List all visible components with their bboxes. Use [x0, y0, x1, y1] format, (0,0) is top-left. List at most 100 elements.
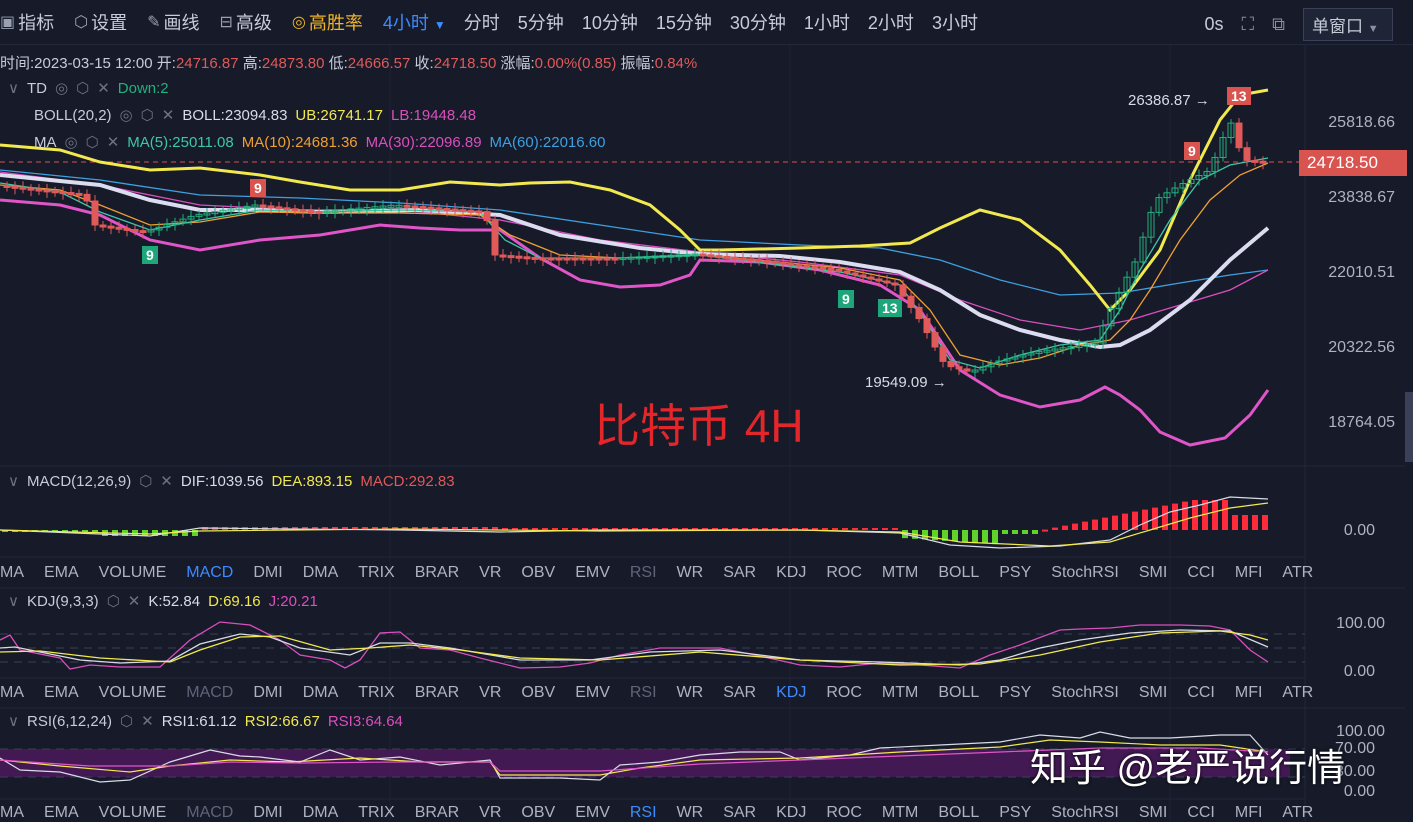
indicator-tab-roc[interactable]: ROC: [826, 804, 862, 821]
indicator-tab-vr[interactable]: VR: [479, 684, 502, 701]
indicator-tab-smi[interactable]: SMI: [1138, 564, 1168, 581]
indicator-tab-volume[interactable]: VOLUME: [98, 684, 167, 701]
indicator-tab-obv[interactable]: OBV: [521, 804, 556, 821]
indicator-tab-emv[interactable]: EMV: [575, 564, 610, 581]
settings-button[interactable]: ⬡ 设置: [74, 9, 127, 35]
indicator-tab-psy[interactable]: PSY: [999, 684, 1032, 701]
indicator-tab-brar[interactable]: BRAR: [414, 564, 460, 581]
indicator-tab-stochrsi[interactable]: StochRSI: [1051, 684, 1119, 701]
indicator-tab-rsi[interactable]: RSI: [629, 564, 657, 581]
indicator-tab-brar[interactable]: BRAR: [414, 804, 460, 821]
indicator-tab-ema[interactable]: EMA: [44, 564, 79, 581]
indicator-tab-boll[interactable]: BOLL: [938, 684, 980, 701]
indicator-tab-sar[interactable]: SAR: [723, 684, 757, 701]
collapse-chevron-icon[interactable]: ∨: [8, 80, 19, 97]
indicator-tab-dmi[interactable]: DMI: [253, 564, 283, 581]
indicator-tab-dmi[interactable]: DMI: [253, 804, 283, 821]
indicator-tab-wr[interactable]: WR: [676, 564, 704, 581]
indicator-tab-stochrsi[interactable]: StochRSI: [1051, 564, 1119, 581]
indicator-tab-psy[interactable]: PSY: [999, 564, 1032, 581]
period-2h[interactable]: 2小时: [867, 13, 914, 33]
period-30m[interactable]: 30分钟: [729, 13, 786, 33]
eye-icon[interactable]: ◎: [119, 107, 133, 124]
period-dropdown[interactable]: 4小时 ▼: [383, 9, 446, 35]
collapse-chevron-icon[interactable]: ∨: [8, 713, 19, 730]
indicator-tab-macd[interactable]: MACD: [186, 564, 234, 581]
indicator-tab-obv[interactable]: OBV: [521, 564, 556, 581]
indicator-tab-kdj[interactable]: KDJ: [776, 804, 807, 821]
gear-icon[interactable]: ⬡: [76, 80, 90, 97]
indicator-tab-obv[interactable]: OBV: [521, 684, 556, 701]
fullscreen-icon[interactable]: ⛶: [1241, 14, 1255, 34]
indicator-tab-dmi[interactable]: DMI: [253, 684, 283, 701]
gear-icon[interactable]: ⬡: [139, 473, 153, 490]
period-5m[interactable]: 5分钟: [517, 13, 564, 33]
indicator-tab-sar[interactable]: SAR: [723, 564, 757, 581]
indicator-tab-dma[interactable]: DMA: [302, 804, 339, 821]
indicator-tab-mfi[interactable]: MFI: [1234, 564, 1263, 581]
indicator-tab-cci[interactable]: CCI: [1187, 564, 1215, 581]
draw-button[interactable]: ✎ 画线: [147, 9, 199, 35]
advanced-button[interactable]: ⊟ 高级: [220, 9, 272, 35]
indicator-tab-ma[interactable]: MA: [0, 804, 24, 821]
close-icon[interactable]: ✕: [160, 473, 173, 490]
indicator-tab-sar[interactable]: SAR: [723, 804, 757, 821]
indicator-tab-mtm[interactable]: MTM: [881, 804, 919, 821]
indicator-tab-wr[interactable]: WR: [676, 804, 704, 821]
indicator-tab-ma[interactable]: MA: [0, 564, 24, 581]
indicator-tab-ma[interactable]: MA: [0, 684, 24, 701]
indicator-tab-rsi[interactable]: RSI: [629, 684, 657, 701]
indicator-tab-mfi[interactable]: MFI: [1234, 684, 1263, 701]
indicator-tab-atr[interactable]: ATR: [1282, 684, 1314, 701]
indicator-tab-mtm[interactable]: MTM: [881, 684, 919, 701]
indicator-tab-vr[interactable]: VR: [479, 804, 502, 821]
window-mode-dropdown[interactable]: 单窗口 ▼: [1303, 8, 1393, 41]
indicator-tab-cci[interactable]: CCI: [1187, 684, 1215, 701]
indicator-tab-roc[interactable]: ROC: [826, 564, 862, 581]
period-1h[interactable]: 1小时: [803, 13, 850, 33]
eye-icon[interactable]: ◎: [64, 134, 78, 151]
indicator-tab-wr[interactable]: WR: [676, 684, 704, 701]
indicator-tab-cci[interactable]: CCI: [1187, 804, 1215, 821]
indicator-tab-vr[interactable]: VR: [479, 564, 502, 581]
indicator-tab-rsi[interactable]: RSI: [629, 804, 657, 821]
indicator-tab-volume[interactable]: VOLUME: [98, 804, 167, 821]
indicators-button[interactable]: ▣ 指标: [0, 9, 54, 35]
scrollbar[interactable]: [1405, 392, 1413, 462]
indicator-tab-atr[interactable]: ATR: [1282, 564, 1314, 581]
close-icon[interactable]: ✕: [141, 713, 154, 730]
period-3h[interactable]: 3小时: [931, 13, 978, 33]
close-icon[interactable]: ✕: [127, 593, 141, 610]
indicator-tab-atr[interactable]: ATR: [1282, 804, 1314, 821]
indicator-tab-ema[interactable]: EMA: [44, 684, 79, 701]
collapse-chevron-icon[interactable]: ∨: [8, 473, 19, 490]
indicator-tab-smi[interactable]: SMI: [1138, 684, 1168, 701]
indicator-tab-boll[interactable]: BOLL: [938, 804, 980, 821]
close-icon[interactable]: ✕: [106, 134, 120, 151]
gear-icon[interactable]: ⬡: [120, 713, 134, 730]
indicator-tab-stochrsi[interactable]: StochRSI: [1051, 804, 1119, 821]
indicator-tab-emv[interactable]: EMV: [575, 804, 610, 821]
indicator-tab-volume[interactable]: VOLUME: [98, 564, 167, 581]
indicator-tab-trix[interactable]: TRIX: [358, 684, 395, 701]
indicator-tab-mfi[interactable]: MFI: [1234, 804, 1263, 821]
close-icon[interactable]: ✕: [97, 80, 110, 97]
gear-icon[interactable]: ⬡: [140, 107, 154, 124]
period-timeshare[interactable]: 分时: [463, 13, 500, 33]
eye-icon[interactable]: ◎: [54, 80, 69, 97]
indicator-tab-kdj[interactable]: KDJ: [776, 684, 807, 701]
indicator-tab-brar[interactable]: BRAR: [414, 684, 460, 701]
indicator-tab-boll[interactable]: BOLL: [938, 564, 980, 581]
indicator-tab-emv[interactable]: EMV: [575, 684, 610, 701]
collapse-chevron-icon[interactable]: ∨: [8, 593, 19, 610]
indicator-tab-psy[interactable]: PSY: [999, 804, 1032, 821]
indicator-tab-macd[interactable]: MACD: [186, 684, 234, 701]
indicator-tab-smi[interactable]: SMI: [1138, 804, 1168, 821]
gear-icon[interactable]: ⬡: [85, 134, 99, 151]
indicator-tab-kdj[interactable]: KDJ: [776, 564, 807, 581]
indicator-tab-roc[interactable]: ROC: [826, 684, 862, 701]
indicator-tab-trix[interactable]: TRIX: [358, 804, 395, 821]
close-icon[interactable]: ✕: [161, 107, 175, 124]
indicator-tab-dma[interactable]: DMA: [302, 684, 339, 701]
